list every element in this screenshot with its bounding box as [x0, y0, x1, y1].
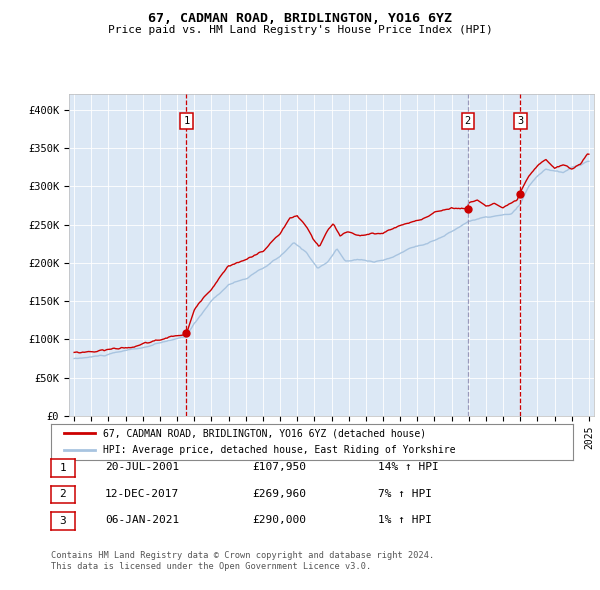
- Text: 3: 3: [59, 516, 67, 526]
- Text: 3: 3: [517, 116, 524, 126]
- Text: 1% ↑ HPI: 1% ↑ HPI: [378, 516, 432, 525]
- Text: 20-JUL-2001: 20-JUL-2001: [105, 463, 179, 472]
- Text: HPI: Average price, detached house, East Riding of Yorkshire: HPI: Average price, detached house, East…: [103, 445, 456, 455]
- Text: 2: 2: [59, 490, 67, 499]
- Text: 7% ↑ HPI: 7% ↑ HPI: [378, 489, 432, 499]
- Text: This data is licensed under the Open Government Licence v3.0.: This data is licensed under the Open Gov…: [51, 562, 371, 571]
- Text: 1: 1: [184, 116, 190, 126]
- Text: Price paid vs. HM Land Registry's House Price Index (HPI): Price paid vs. HM Land Registry's House …: [107, 25, 493, 35]
- Text: 14% ↑ HPI: 14% ↑ HPI: [378, 463, 439, 472]
- Text: 67, CADMAN ROAD, BRIDLINGTON, YO16 6YZ: 67, CADMAN ROAD, BRIDLINGTON, YO16 6YZ: [148, 12, 452, 25]
- Text: 12-DEC-2017: 12-DEC-2017: [105, 489, 179, 499]
- Text: £107,950: £107,950: [252, 463, 306, 472]
- Text: 67, CADMAN ROAD, BRIDLINGTON, YO16 6YZ (detached house): 67, CADMAN ROAD, BRIDLINGTON, YO16 6YZ (…: [103, 428, 427, 438]
- Text: £290,000: £290,000: [252, 516, 306, 525]
- Text: Contains HM Land Registry data © Crown copyright and database right 2024.: Contains HM Land Registry data © Crown c…: [51, 551, 434, 560]
- Text: 06-JAN-2021: 06-JAN-2021: [105, 516, 179, 525]
- Text: 1: 1: [59, 463, 67, 473]
- Text: £269,960: £269,960: [252, 489, 306, 499]
- Text: 2: 2: [464, 116, 471, 126]
